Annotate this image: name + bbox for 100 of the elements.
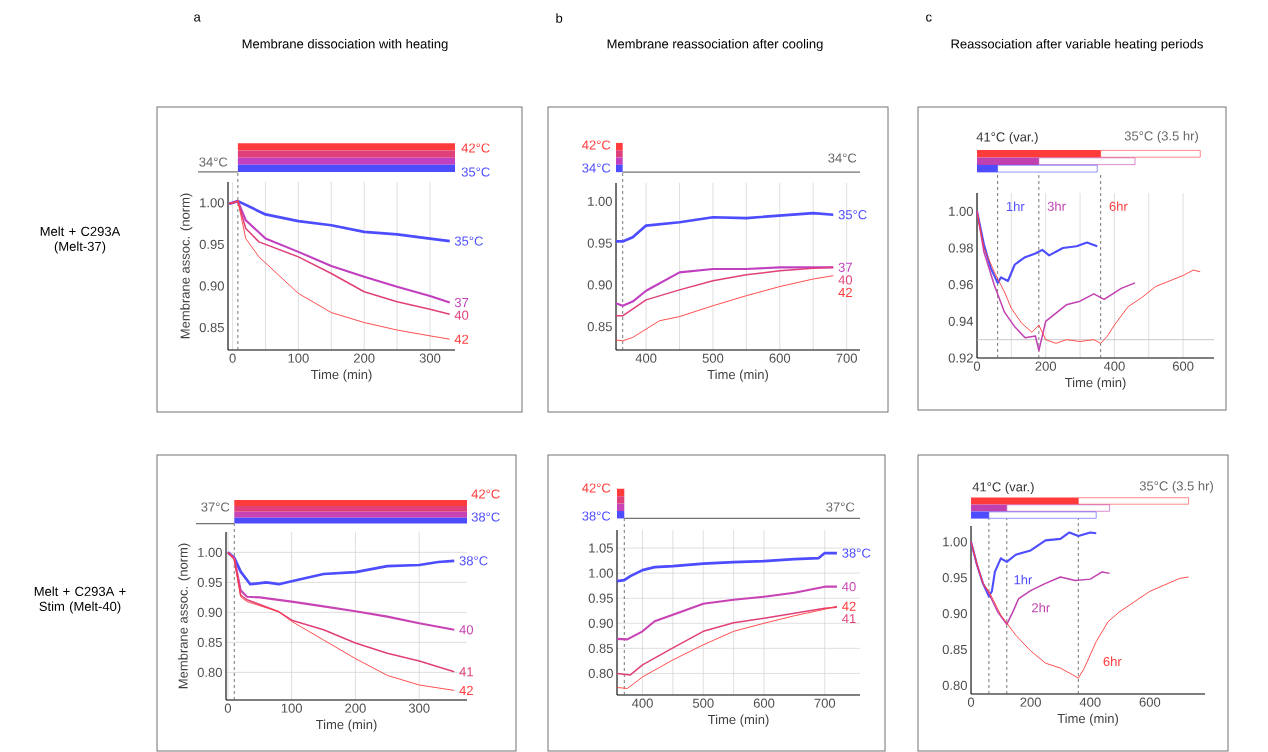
series-label: 38°C (842, 548, 871, 558)
series-label: 41 (459, 667, 473, 677)
x-axis-title: Time (min) (708, 714, 769, 727)
y-tick-label: 1.00 (588, 196, 612, 206)
series-label: 2hr (1032, 602, 1050, 613)
text: 37°C (201, 502, 230, 512)
text: 34°C (199, 157, 228, 167)
y-tick-label: 0.90 (588, 618, 613, 628)
x-tick-label: 400 (631, 698, 653, 708)
x-tick-label: 100 (281, 703, 303, 713)
y-tick-label: 0.85 (588, 643, 613, 653)
x-tick-label: 400 (1079, 697, 1101, 707)
y-tick-label: 0.95 (197, 577, 222, 587)
x-tick-label: 200 (345, 703, 366, 713)
y-tick-label: 1.00 (943, 537, 967, 547)
x-axis-title: Time (min) (315, 719, 377, 732)
y-tick-label: 0.98 (948, 243, 973, 253)
series-label: 6hr (1103, 656, 1122, 667)
y-tick-label: 0.80 (942, 680, 967, 690)
chart-title: a (194, 14, 201, 22)
text: 42°C (582, 483, 611, 493)
line-series (615, 585, 838, 641)
text: 1hr (1006, 201, 1025, 211)
x-tick-label: 500 (692, 698, 714, 708)
line-series (615, 551, 839, 583)
text: Melt + C293A (Melt-37) (40, 226, 121, 254)
x-tick-label: 400 (635, 353, 657, 363)
line-series (616, 605, 838, 689)
line-series (228, 200, 451, 340)
y-tick-label: 0.80 (588, 668, 613, 679)
line-series (615, 266, 835, 317)
y-tick-label: 0.95 (587, 238, 612, 248)
line-series (226, 551, 456, 631)
x-tick-label: 0 (967, 697, 975, 707)
y-tick-label: 0.95 (942, 573, 967, 583)
text: 42°C (582, 140, 611, 150)
text: 35°C (3.5 hr) (1139, 480, 1213, 494)
x-tick-label: 0 (229, 353, 236, 363)
y-tick-label: 0.90 (587, 280, 612, 290)
series-label: 42 (838, 287, 852, 297)
x-tick-label: 500 (702, 353, 724, 363)
text: 37°C (826, 502, 855, 512)
y-tick-label: 1.00 (200, 198, 224, 208)
text: 38°C (582, 511, 611, 521)
y-tick-label: 0.92 (948, 353, 973, 363)
line-series (976, 210, 1136, 352)
y-tick-label: 0.94 (948, 316, 974, 326)
text: 35°C (461, 167, 490, 177)
x-tick-label: 0 (224, 703, 232, 713)
x-tick-label: 200 (354, 353, 375, 363)
text: 41°C (var.) (976, 131, 1038, 145)
x-tick-label: 300 (419, 353, 441, 363)
x-axis-title: Time (min) (1065, 377, 1126, 390)
y-axis-title: Membrane assoc. (norm) (180, 193, 193, 339)
y-tick-label: 1.00 (589, 568, 613, 578)
x-tick-label: 200 (1020, 697, 1041, 707)
x-tick-label: 600 (1139, 697, 1161, 707)
line-series (970, 541, 1111, 626)
text: 35°C (3.5 hr) (1124, 130, 1198, 144)
line-series (970, 541, 1190, 679)
series-label: 42 (459, 685, 473, 695)
line-series (226, 551, 456, 586)
series-label: 35°C (454, 236, 483, 246)
x-axis-title: Time (min) (707, 369, 768, 382)
series-label: 38°C (459, 556, 488, 566)
y-tick-label: 1.00 (949, 206, 973, 216)
line-series (227, 199, 452, 243)
text: 38°C (471, 512, 500, 522)
y-tick-label: 0.85 (199, 322, 224, 333)
y-tick-label: 0.85 (942, 644, 967, 655)
x-axis-title: Time (min) (1057, 713, 1119, 726)
x-tick-label: 600 (769, 353, 791, 363)
line-series (615, 275, 834, 342)
chart-subtitle: Membrane reassociation after cooling (607, 38, 823, 52)
text: 6hr (1109, 201, 1128, 211)
text: Melt + C293A + Stim (Melt-40) (34, 586, 126, 614)
x-tick-label: 400 (1103, 361, 1125, 371)
chart-title: b (556, 13, 563, 23)
x-tick-label: 200 (1035, 361, 1057, 371)
series-label: 1hr (1014, 574, 1033, 585)
y-tick-label: 0.80 (197, 667, 222, 677)
text: 34°C (582, 163, 611, 173)
series-label: 37 (454, 297, 469, 308)
y-tick-label: 0.90 (942, 608, 967, 619)
series-label: 40 (459, 625, 474, 635)
y-tick-label: 0.95 (199, 239, 224, 249)
x-tick-label: 300 (408, 703, 430, 713)
y-axis-title: Membrane assoc. (norm) (178, 543, 191, 689)
series-label: 37 (838, 262, 852, 272)
x-tick-label: 600 (1172, 361, 1194, 371)
chart-subtitle: Membrane dissociation with heating (242, 38, 448, 52)
series-label: 42 (454, 334, 469, 344)
y-tick-label: 0.85 (587, 322, 612, 332)
series-label: 40 (842, 582, 856, 592)
x-tick-label: 700 (836, 353, 857, 363)
text: 41°C (var.) (972, 481, 1034, 495)
text: 3hr (1047, 201, 1066, 211)
series-label: 40 (454, 310, 469, 320)
x-tick-label: 700 (814, 698, 836, 708)
text: 42°C (461, 143, 490, 153)
